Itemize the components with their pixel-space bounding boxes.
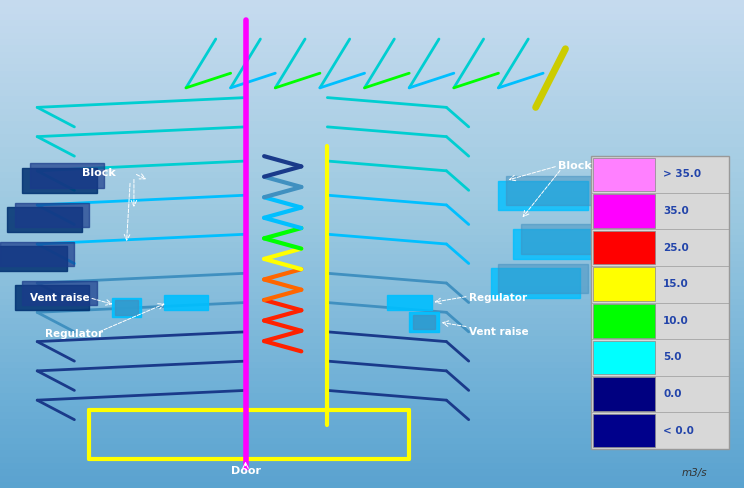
Bar xyxy=(22,281,97,305)
Text: m3/s: m3/s xyxy=(682,468,708,478)
Bar xyxy=(591,156,729,449)
Bar xyxy=(593,194,655,228)
Bar xyxy=(15,203,89,227)
Bar xyxy=(593,158,655,191)
Text: Block: Block xyxy=(82,168,115,178)
Bar xyxy=(593,267,655,301)
Text: Regulator: Regulator xyxy=(469,293,527,303)
Bar xyxy=(115,300,138,315)
Bar xyxy=(593,231,655,264)
Text: Regulator: Regulator xyxy=(45,329,103,339)
Bar xyxy=(15,285,89,310)
Bar xyxy=(506,176,595,205)
Bar xyxy=(413,315,435,329)
Bar xyxy=(593,414,655,447)
Bar xyxy=(22,168,97,193)
Bar xyxy=(164,295,208,310)
Text: 35.0: 35.0 xyxy=(663,206,689,216)
Bar xyxy=(521,224,610,254)
Text: 25.0: 25.0 xyxy=(663,243,689,253)
Bar xyxy=(593,377,655,411)
Bar xyxy=(0,242,74,266)
Text: 10.0: 10.0 xyxy=(663,316,689,326)
Bar xyxy=(409,312,439,332)
Text: 0.0: 0.0 xyxy=(663,389,682,399)
Bar xyxy=(30,163,104,188)
Bar xyxy=(112,298,141,317)
Bar xyxy=(513,229,603,259)
Bar xyxy=(498,181,588,210)
Text: Block: Block xyxy=(558,161,591,171)
Text: < 0.0: < 0.0 xyxy=(663,426,694,436)
Bar xyxy=(7,207,82,232)
Text: Vent raise: Vent raise xyxy=(469,327,528,337)
Text: Door: Door xyxy=(231,466,260,476)
Bar xyxy=(387,295,432,310)
Bar xyxy=(491,268,580,298)
Text: > 35.0: > 35.0 xyxy=(663,169,701,180)
Bar xyxy=(0,246,67,271)
Text: Vent raise: Vent raise xyxy=(30,293,89,303)
Bar xyxy=(498,264,588,293)
Text: 15.0: 15.0 xyxy=(663,279,689,289)
Bar xyxy=(593,341,655,374)
Bar xyxy=(593,304,655,338)
Text: 5.0: 5.0 xyxy=(663,352,682,363)
